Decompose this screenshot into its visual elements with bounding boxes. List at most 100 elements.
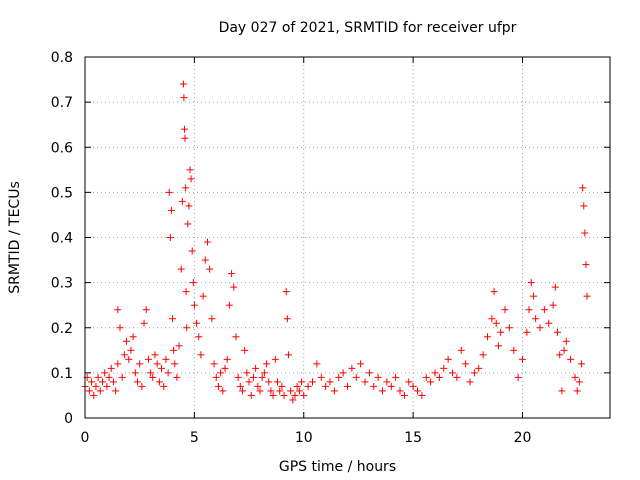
data-point xyxy=(249,373,257,381)
data-point xyxy=(234,373,242,381)
data-point xyxy=(105,373,113,381)
data-point xyxy=(178,197,186,205)
data-point xyxy=(282,288,290,296)
data-point xyxy=(287,387,295,395)
data-point xyxy=(164,369,172,377)
data-point xyxy=(129,333,137,341)
data-point xyxy=(206,265,214,273)
data-point xyxy=(92,382,100,390)
data-point xyxy=(175,342,183,350)
data-point xyxy=(225,301,233,309)
data-point xyxy=(492,319,500,327)
data-point xyxy=(560,346,568,354)
data-point xyxy=(147,369,155,377)
data-point xyxy=(160,382,168,390)
data-point xyxy=(280,391,288,399)
data-point xyxy=(228,270,236,278)
data-point xyxy=(162,355,170,363)
data-point xyxy=(352,373,360,381)
data-point xyxy=(523,328,531,336)
data-point xyxy=(295,387,303,395)
data-point xyxy=(344,382,351,390)
x-axis-label: GPS time / hours xyxy=(279,459,396,475)
data-point xyxy=(370,382,378,390)
data-point xyxy=(573,387,581,395)
data-point xyxy=(453,373,461,381)
data-point xyxy=(313,360,321,368)
data-point xyxy=(427,378,435,386)
data-point xyxy=(201,256,209,264)
y-tick-label: 0.1 xyxy=(51,366,73,382)
x-tick-label: 5 xyxy=(190,430,199,446)
x-tick-label: 15 xyxy=(404,430,422,446)
data-point xyxy=(123,337,131,345)
x-tick-label: 10 xyxy=(295,430,313,446)
data-point xyxy=(181,125,189,133)
y-tick-label: 0 xyxy=(64,411,73,427)
data-point xyxy=(258,373,266,381)
data-point xyxy=(514,373,522,381)
data-point xyxy=(470,369,478,377)
data-point xyxy=(422,373,430,381)
data-point xyxy=(510,346,518,354)
data-point xyxy=(232,333,240,341)
data-point xyxy=(361,378,369,386)
data-point xyxy=(180,94,188,102)
data-point xyxy=(236,382,244,390)
data-point xyxy=(197,351,205,359)
data-point xyxy=(221,364,229,372)
data-point xyxy=(114,306,122,314)
data-point xyxy=(551,283,559,291)
data-point xyxy=(298,378,306,386)
data-point xyxy=(435,373,443,381)
data-point xyxy=(519,355,526,363)
data-point xyxy=(409,382,417,390)
x-tick-label: 0 xyxy=(81,430,90,446)
data-point xyxy=(383,378,391,386)
data-point xyxy=(357,360,365,368)
data-point xyxy=(138,382,146,390)
data-point xyxy=(245,378,253,386)
data-point xyxy=(169,315,176,323)
data-point xyxy=(271,355,279,363)
data-point xyxy=(532,315,540,323)
data-point xyxy=(578,360,586,368)
data-point xyxy=(243,369,251,377)
data-point xyxy=(96,387,104,395)
data-point xyxy=(304,382,312,390)
data-point xyxy=(107,364,115,372)
data-point xyxy=(529,292,537,300)
data-point xyxy=(177,265,185,273)
data-point xyxy=(284,351,292,359)
data-point xyxy=(556,351,564,359)
data-point xyxy=(153,360,161,368)
data-point xyxy=(374,373,382,381)
data-point xyxy=(339,369,347,377)
data-point xyxy=(212,373,220,381)
data-point xyxy=(501,306,509,314)
data-point xyxy=(252,364,260,372)
y-tick-label: 0.4 xyxy=(51,231,73,247)
data-point xyxy=(554,328,561,336)
plot-frame xyxy=(84,56,611,419)
data-point xyxy=(444,355,452,363)
data-point xyxy=(181,134,189,142)
data-point xyxy=(170,346,178,354)
data-point xyxy=(291,391,299,399)
data-point xyxy=(186,166,194,174)
data-point xyxy=(90,391,98,399)
data-point xyxy=(214,382,222,390)
data-point xyxy=(179,80,187,88)
data-point xyxy=(582,261,590,269)
data-point xyxy=(414,387,421,395)
data-point xyxy=(182,288,190,296)
data-point xyxy=(457,346,465,354)
data-point xyxy=(166,234,174,241)
data-point xyxy=(365,369,373,377)
data-point xyxy=(379,387,386,395)
data-point xyxy=(540,306,548,314)
data-point xyxy=(134,378,141,386)
data-point xyxy=(165,188,173,196)
data-point xyxy=(187,175,195,183)
data-point xyxy=(494,342,502,350)
